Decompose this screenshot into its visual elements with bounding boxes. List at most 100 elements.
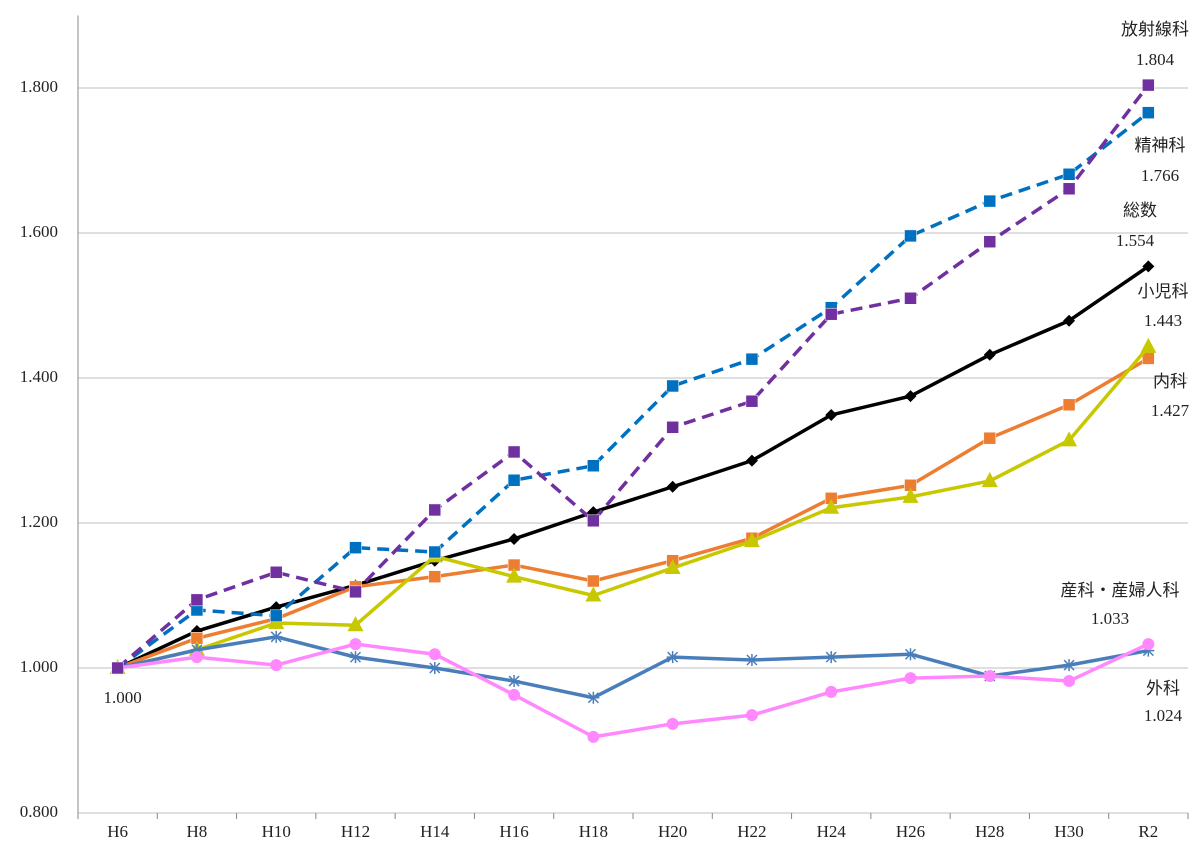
point <box>270 659 283 672</box>
point <box>666 379 679 393</box>
series-label: 内科 <box>1153 372 1187 391</box>
point <box>983 431 997 445</box>
point <box>1063 659 1076 672</box>
series-label: 産科・産婦人科 <box>1061 581 1180 600</box>
series-line <box>117 642 1150 739</box>
point <box>745 352 759 366</box>
point <box>507 445 521 459</box>
point <box>428 503 442 517</box>
x-tick-label: H18 <box>579 822 608 841</box>
y-tick-label: 1.800 <box>20 77 58 96</box>
point <box>587 691 600 704</box>
x-tick-label: R2 <box>1138 822 1158 841</box>
value-label: 1.427 <box>1151 401 1190 420</box>
point <box>428 570 442 583</box>
point <box>983 669 996 682</box>
point <box>825 685 838 698</box>
point <box>902 487 919 503</box>
point <box>508 675 521 688</box>
y-tick-label: 1.600 <box>20 222 58 241</box>
point <box>745 709 758 722</box>
x-tick-label: H22 <box>737 822 766 841</box>
point <box>1140 337 1157 353</box>
point <box>1063 314 1076 327</box>
point <box>745 454 758 467</box>
point <box>664 558 681 574</box>
x-tick-label: H26 <box>896 822 925 841</box>
point <box>269 566 283 579</box>
point <box>1142 78 1155 92</box>
x-tick-label: H14 <box>420 822 450 841</box>
point <box>981 471 998 487</box>
point <box>508 688 521 701</box>
point <box>349 638 362 651</box>
series-line <box>117 635 1149 700</box>
value-label: 1.000 <box>104 688 142 707</box>
point <box>506 567 523 583</box>
value-label: 1.804 <box>1136 50 1175 69</box>
point <box>1062 182 1076 196</box>
value-label: 1.554 <box>1116 231 1155 250</box>
point <box>190 593 204 607</box>
value-label: 1.766 <box>1141 166 1179 185</box>
series-label: 総数 <box>1123 201 1157 220</box>
point <box>1142 106 1155 119</box>
point <box>904 672 917 685</box>
point <box>666 717 679 730</box>
point <box>825 651 838 664</box>
point <box>349 651 362 664</box>
y-tick-label: 1.400 <box>20 367 58 386</box>
x-tick-label: H16 <box>499 822 528 841</box>
x-tick-label: H30 <box>1054 822 1083 841</box>
point <box>666 651 679 664</box>
point <box>904 648 917 661</box>
point <box>745 654 758 667</box>
point <box>111 661 124 675</box>
y-tick-label: 0.800 <box>20 802 58 821</box>
x-tick-label: H10 <box>262 822 291 841</box>
point <box>1142 260 1155 273</box>
point <box>507 473 521 487</box>
point <box>585 586 602 602</box>
value-label: 1.443 <box>1144 311 1182 330</box>
point <box>983 194 997 208</box>
x-tick-label: H28 <box>975 822 1004 841</box>
point <box>1061 431 1078 447</box>
series-label: 精神科 <box>1135 136 1186 155</box>
point <box>190 651 203 664</box>
point <box>587 514 600 528</box>
point <box>824 307 838 321</box>
point <box>269 609 283 623</box>
x-tick-label: H6 <box>107 822 128 841</box>
series-line <box>116 84 1150 670</box>
point <box>587 459 600 472</box>
x-tick-label: H24 <box>817 822 847 841</box>
point <box>983 235 997 248</box>
series-label: 放射線科 <box>1121 20 1189 39</box>
point <box>349 585 362 599</box>
y-tick-label: 1.200 <box>20 512 58 531</box>
point <box>1062 168 1076 181</box>
point <box>904 229 917 243</box>
point <box>428 545 442 559</box>
point <box>983 348 996 361</box>
series-label: 小児科 <box>1138 282 1189 301</box>
value-label: 1.024 <box>1144 706 1183 725</box>
point <box>1142 638 1155 651</box>
point <box>745 394 759 408</box>
x-tick-label: H8 <box>187 822 208 841</box>
value-label: 1.033 <box>1091 609 1129 628</box>
point <box>349 541 362 554</box>
point <box>587 730 600 743</box>
y-tick-label: 1.000 <box>20 657 58 676</box>
point <box>1062 398 1076 412</box>
point <box>428 648 441 661</box>
point <box>587 574 600 588</box>
point <box>1063 675 1076 688</box>
point <box>825 408 838 421</box>
point <box>904 292 917 305</box>
point <box>508 532 521 545</box>
point <box>428 662 441 674</box>
series-line <box>117 356 1150 670</box>
